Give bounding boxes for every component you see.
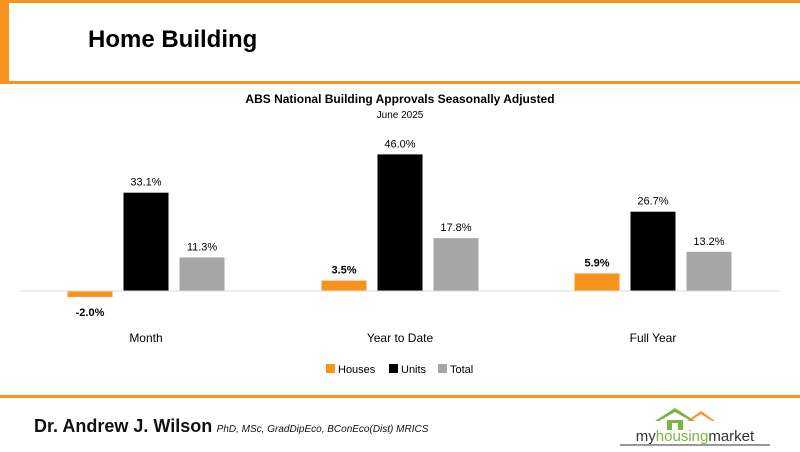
legend-swatch-houses [326,364,335,373]
logo-suffix: market [708,428,755,445]
chart-subtitle: June 2025 [377,110,424,121]
data-label: -2.0% [76,307,105,319]
bar-total [686,251,732,291]
legend-swatch-units [389,364,398,373]
data-label: 3.5% [331,265,356,277]
logo-prefix: my [636,428,656,445]
legend-label: Units [401,364,427,376]
house-roof-icon [655,408,715,430]
chart-title: ABS National Building Approvals Seasonal… [245,92,554,106]
author-credentials: PhD, MSc, GradDipEco, BConEco(Dist) MRIC… [216,424,429,435]
bar-houses [321,280,367,291]
bar-houses [67,291,113,297]
chart: ABS National Building Approvals Seasonal… [20,92,780,376]
data-label: 33.1% [130,177,161,189]
bar-units [377,154,423,291]
logo-middle: housing [656,428,709,445]
header-rule [0,81,800,84]
data-label: 13.2% [693,236,724,248]
footer-rule [0,395,800,398]
category-label: Year to Date [367,331,434,345]
header-accent-bar [0,0,9,83]
data-label: 17.8% [440,222,471,234]
category-label: Month [129,331,162,345]
bar-units [630,211,676,291]
data-label: 5.9% [584,257,609,269]
myhousingmarket-logo: myhousingmarket [620,408,770,446]
top-rule [9,0,800,3]
legend-label: Houses [338,364,376,376]
bar-total [179,257,225,291]
category-label: Full Year [630,331,677,345]
bar-total [433,238,479,291]
bar-houses [574,273,620,291]
logo-wordmark: myhousingmarket [636,428,755,445]
legend-swatch-total [438,364,447,373]
legend-label: Total [450,364,473,376]
slide-title: Home Building [88,26,258,53]
author-name: Dr. Andrew J. Wilson [34,416,213,436]
data-label: 26.7% [637,196,668,208]
bar-units [123,192,169,291]
data-label: 46.0% [384,138,415,150]
data-label: 11.3% [187,241,218,253]
author-line: Dr. Andrew J. Wilson PhD, MSc, GradDipEc… [34,416,428,437]
